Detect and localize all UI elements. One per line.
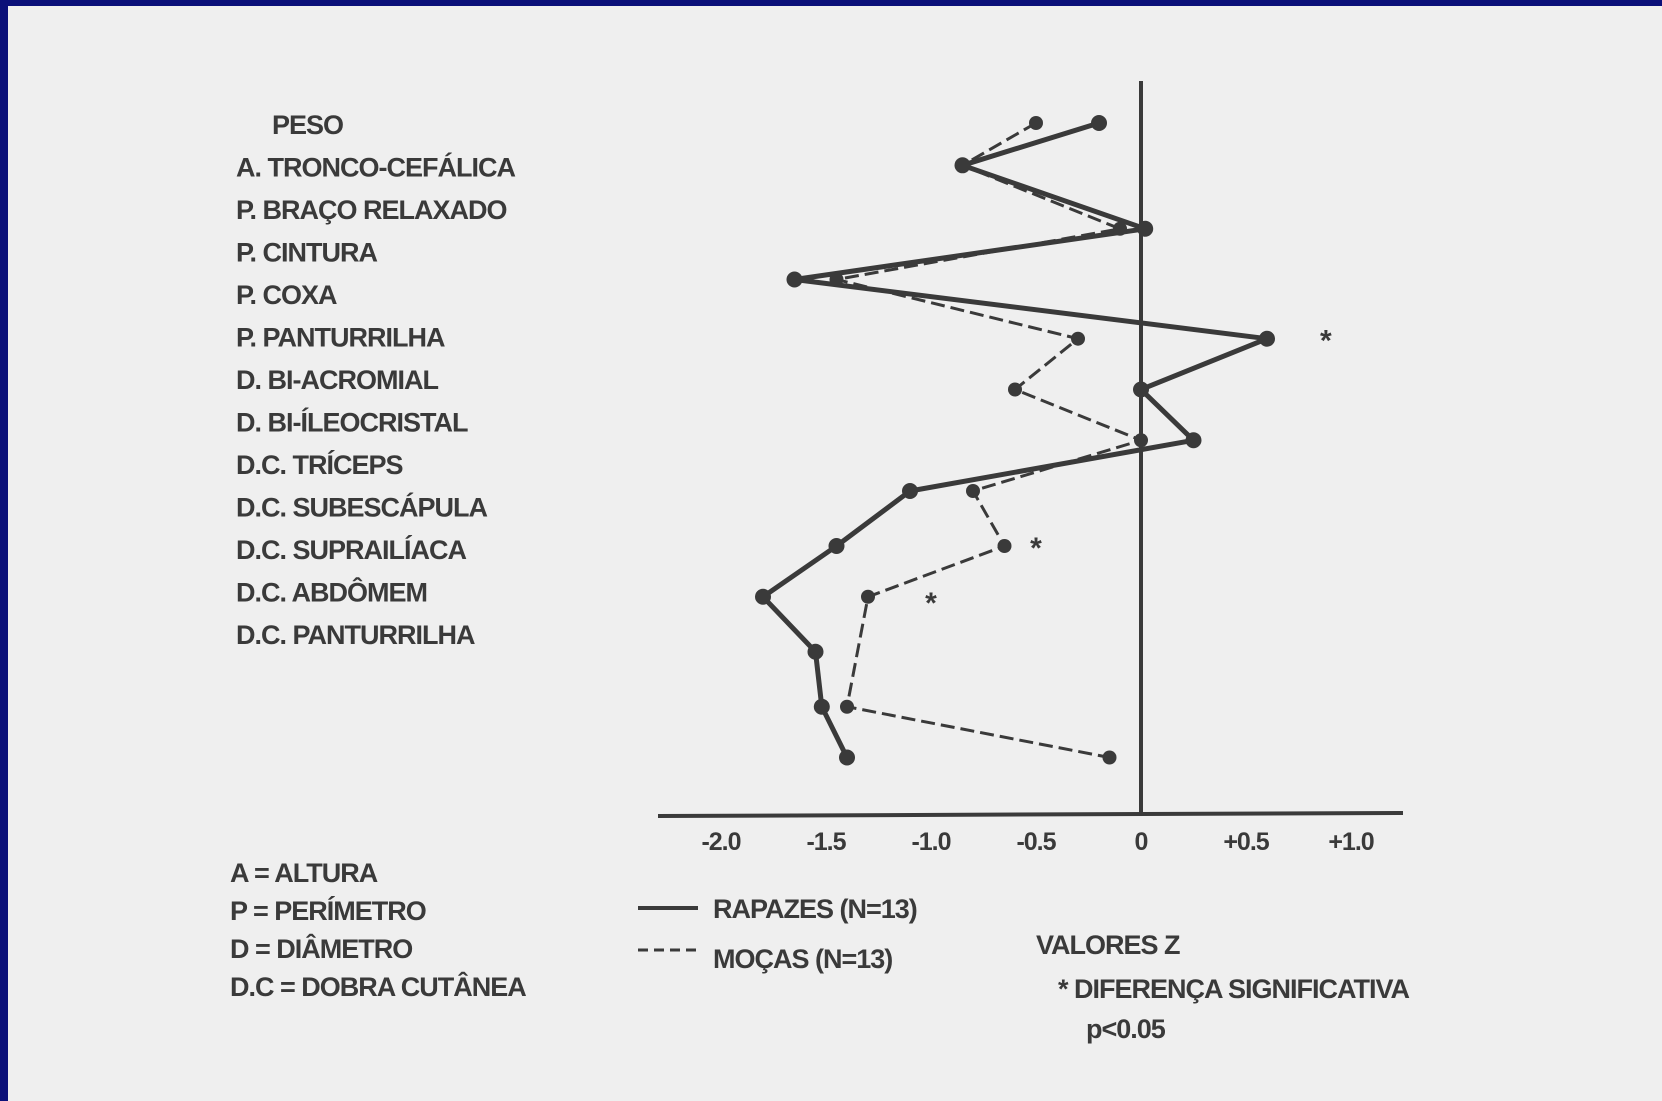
x-tick-label: -2.0 bbox=[701, 828, 740, 856]
data-point bbox=[1029, 116, 1043, 130]
x-tick-label: +1.0 bbox=[1328, 828, 1373, 856]
data-point bbox=[861, 589, 875, 604]
abbrev-diametro: D = DIÂMETRO bbox=[230, 933, 412, 964]
data-point bbox=[1134, 433, 1148, 448]
legend-label-mocas: MOÇAS (N=13) bbox=[713, 944, 892, 974]
data-point bbox=[966, 484, 980, 499]
data-point bbox=[1091, 115, 1107, 131]
abbrev-altura: A = ALTURA bbox=[230, 858, 378, 888]
category-label: D. BI-ÍLEOCRISTAL bbox=[236, 407, 468, 438]
data-point bbox=[839, 749, 855, 766]
x-tick-label: 0 bbox=[1135, 828, 1148, 856]
category-label: D.C. SUBESCÁPULA bbox=[236, 492, 488, 523]
significance-asterisk: * bbox=[1320, 325, 1332, 358]
data-point bbox=[786, 271, 803, 288]
data-point bbox=[902, 483, 918, 500]
series-rapazes bbox=[755, 115, 1275, 766]
x-tick-label: -0.5 bbox=[1016, 828, 1056, 856]
p-value-note: p<0.05 bbox=[1086, 1014, 1166, 1044]
category-label: P. COXA bbox=[236, 280, 337, 310]
legend-label-rapazes: RAPAZES (N=13) bbox=[713, 894, 917, 924]
abbrev-perimetro: P = PERÍMETRO bbox=[230, 895, 426, 926]
series-line bbox=[835, 121, 1143, 759]
category-label: D.C. ABDÔMEM bbox=[236, 577, 427, 608]
abbrev-dobra-cutanea: D.C = DOBRA CUTÂNEA bbox=[230, 971, 526, 1002]
data-point bbox=[755, 588, 771, 605]
data-point bbox=[1137, 220, 1154, 237]
series-mocas bbox=[829, 116, 1148, 765]
data-point bbox=[828, 538, 845, 554]
category-label: PESO bbox=[272, 110, 343, 140]
x-axis-line bbox=[657, 811, 1404, 818]
data-point bbox=[813, 698, 830, 715]
data-point bbox=[955, 158, 970, 173]
category-label: P. PANTURRILHA bbox=[236, 323, 445, 353]
x-axis-title: VALORES Z bbox=[1036, 930, 1180, 960]
significance-asterisk: * bbox=[1030, 532, 1042, 565]
data-point bbox=[807, 643, 824, 660]
data-point bbox=[1259, 330, 1275, 347]
x-tick-labels: -2.0 -1.5 -1.0 -0.5 0 +0.5 +1.0 bbox=[701, 828, 1374, 856]
x-tick-label: -1.5 bbox=[806, 828, 846, 856]
data-point bbox=[829, 272, 844, 287]
category-labels: PESO A. TRONCO-CEFÁLICA P. BRAÇO RELAXADO P… bbox=[236, 110, 516, 650]
data-point bbox=[997, 539, 1012, 553]
x-tick-label: +0.5 bbox=[1223, 828, 1269, 856]
category-label: D.C. SUPRAILÍACA bbox=[236, 534, 467, 565]
data-point bbox=[1071, 331, 1085, 346]
z-score-profile-chart: PESO A. TRONCO-CEFÁLICA P. BRAÇO RELAXADO P… bbox=[230, 81, 1411, 1044]
category-label: D.C. TRÍCEPS bbox=[236, 449, 403, 480]
legend: RAPAZES (N=13) MOÇAS (N=13) bbox=[638, 894, 918, 974]
significance-marks: * * * bbox=[925, 325, 1332, 620]
data-point bbox=[1113, 221, 1127, 236]
significance-note: * DIFERENÇA SIGNIFICATIVA bbox=[1058, 974, 1410, 1004]
category-label: A. TRONCO-CEFÁLICA bbox=[236, 152, 515, 183]
category-label: P. BRAÇO RELAXADO bbox=[236, 195, 507, 225]
slide-background: PESO A. TRONCO-CEFÁLICA P. BRAÇO RELAXADO P… bbox=[8, 6, 1662, 1101]
category-label: D.C. PANTURRILHA bbox=[236, 620, 475, 650]
significance-asterisk: * bbox=[925, 587, 937, 620]
category-label: D. BI-ACROMIAL bbox=[236, 365, 438, 395]
x-tick-label: -1.0 bbox=[911, 828, 950, 856]
series-layer bbox=[755, 115, 1275, 766]
abbreviation-key: A = ALTURA P = PERÍMETRO D = DIÂMETRO D.… bbox=[230, 858, 527, 1002]
data-point bbox=[840, 699, 854, 714]
data-point bbox=[1102, 750, 1117, 765]
data-point bbox=[1008, 382, 1022, 397]
axis-caption: VALORES Z * DIFERENÇA SIGNIFICATIVA p<0.… bbox=[1036, 930, 1411, 1044]
data-point bbox=[1185, 432, 1202, 449]
data-point bbox=[1133, 381, 1149, 398]
category-label: P. CINTURA bbox=[236, 238, 378, 268]
